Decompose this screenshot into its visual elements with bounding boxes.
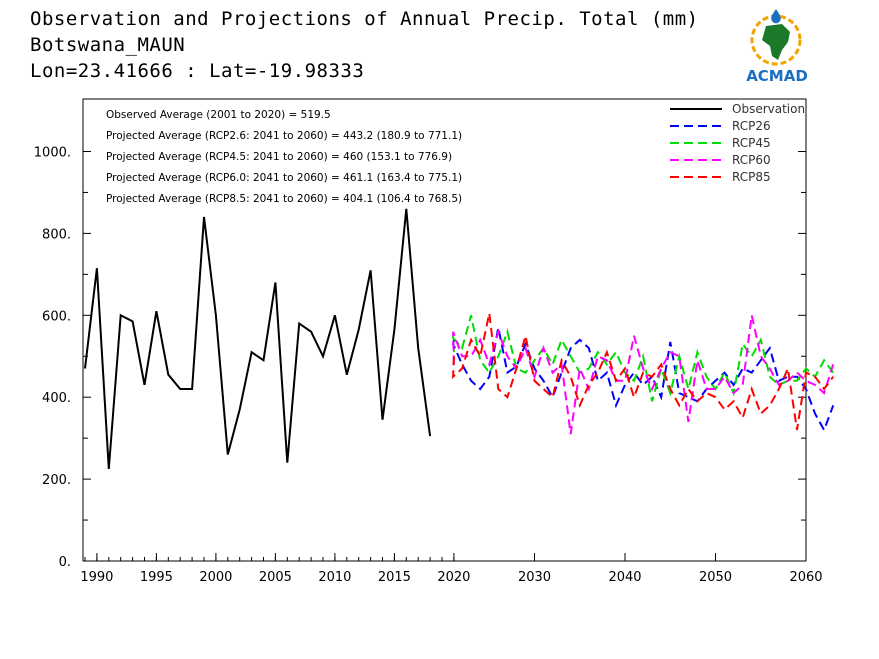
series-line-rcp26 [452,327,835,433]
legend-label: RCP60 [732,153,771,167]
acmad-logo: ACMAD [746,9,808,85]
y-tick-label: 1000. [34,146,71,161]
y-tick-label: 200. [42,473,71,488]
x-tick-label: 2030 [518,570,551,585]
chart-title: Observation and Projections of Annual Pr… [30,8,699,30]
annotations: Observed Average (2001 to 2020) = 519.5 P… [106,109,462,205]
series-line-rcp45 [451,315,835,402]
x-tick-label: 2015 [378,570,411,585]
x-tick-label: 2020 [437,570,470,585]
series-lines [84,208,835,469]
x-axis: 1990 1995 2000 2005 2010 2015 2020 2030 2040 2050… [80,553,823,585]
x-tick-label: 1990 [80,570,113,585]
legend-label: RCP45 [732,136,771,150]
x-tick-label: 2060 [789,570,822,585]
x-tick-label: 2005 [259,570,292,585]
annotation-line: Observed Average (2001 to 2020) = 519.5 [106,109,331,121]
africa-globe-logo [750,9,802,66]
x-tick-label: 2040 [608,570,641,585]
coordinates-label: Lon=23.41666 : Lat=-19.98333 [30,60,365,82]
legend: Observation RCP26 RCP45 RCP60 RCP85 [670,102,805,184]
y-tick-label: 0. [59,555,71,570]
legend-label: Observation [732,102,805,116]
y-tick-label: 800. [42,227,71,242]
legend-label: RCP26 [732,119,771,133]
plot-frame [82,98,807,562]
legend-label: RCP85 [732,170,771,184]
annotation-line: Projected Average (RCP2.6: 2041 to 2060)… [106,130,462,142]
series-line-observation [84,208,432,469]
logo-text: ACMAD [746,67,808,85]
x-tick-label: 1995 [140,570,173,585]
y-tick-label: 600. [42,309,71,324]
x-tick-label: 2000 [199,570,232,585]
y-tick-label: 400. [42,391,71,406]
annotation-line: Projected Average (RCP8.5: 2041 to 2060)… [106,193,462,205]
annotation-line: Projected Average (RCP4.5: 2041 to 2060)… [106,151,452,163]
station-name: Botswana_MAUN [30,34,186,56]
x-tick-label: 2010 [318,570,351,585]
x-tick-label: 2050 [699,570,732,585]
series-line-rcp85 [452,313,835,431]
series-line-rcp60 [452,315,835,435]
annotation-line: Projected Average (RCP6.0: 2041 to 2060)… [106,172,462,184]
